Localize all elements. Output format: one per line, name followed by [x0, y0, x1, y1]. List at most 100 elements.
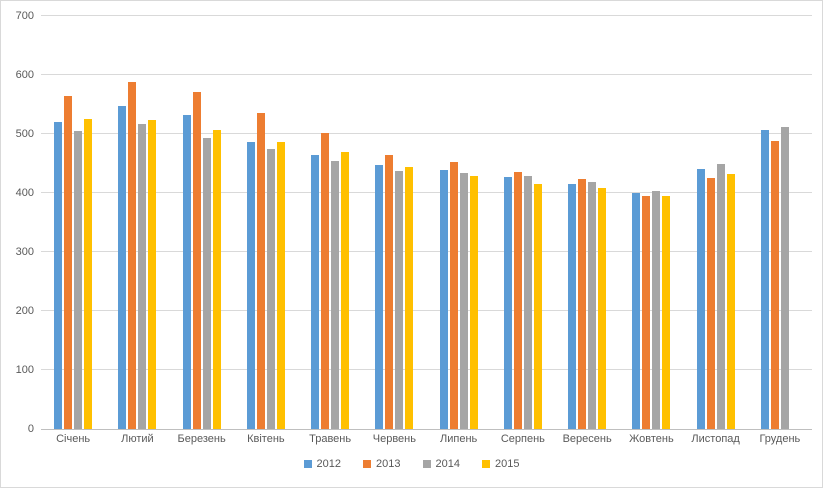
- month-label: Листопад: [691, 433, 740, 445]
- bar-2013-Жовтень: [642, 195, 651, 429]
- y-tick-label: 300: [15, 246, 34, 258]
- legend-item-2012: 2012: [303, 458, 342, 470]
- plot-area: [41, 15, 812, 430]
- bar-2015-Лютий: [148, 119, 157, 429]
- bar-2014-Травень: [331, 160, 340, 429]
- y-tick-label: 0: [27, 423, 34, 435]
- bar-group-2: [105, 16, 169, 429]
- bar-2012-Липень: [439, 170, 448, 429]
- y-tick-label: 400: [15, 187, 34, 199]
- bar-group-3: [170, 16, 234, 429]
- bar-2012-Квітень: [246, 142, 255, 429]
- month-label: Липень: [440, 433, 478, 445]
- bar-2014-Серпень: [523, 176, 532, 429]
- x-axis-line: [41, 429, 812, 430]
- bar-2012-Березень: [182, 115, 191, 429]
- bar-2013-Вересень: [578, 179, 587, 429]
- bar-2014-Грудень: [780, 126, 789, 429]
- bar-2013-Травень: [321, 132, 330, 429]
- bar-group-1: [41, 16, 105, 429]
- bar-2014-Квітень: [266, 149, 275, 429]
- bar-2014-Лютий: [138, 123, 147, 429]
- bar-2013-Червень: [385, 154, 394, 429]
- bar-2014-Січень: [74, 131, 83, 429]
- bar-2015-Липень: [469, 175, 478, 429]
- gridline: [41, 15, 812, 16]
- x-axis: Січень Лютий Березень Квітень Травень Червень…: [41, 433, 812, 445]
- gridline: [41, 192, 812, 193]
- bar-group-11: [684, 16, 748, 429]
- bar-2014-Жовтень: [652, 190, 661, 429]
- bar-group-5: [298, 16, 362, 429]
- legend-label: 2014: [435, 458, 460, 470]
- y-tick-label: 500: [15, 128, 34, 140]
- month-label: Червень: [372, 433, 416, 445]
- legend-item-2013: 2013: [363, 458, 401, 470]
- bar-2015-Червень: [405, 167, 414, 429]
- gridline: [41, 251, 812, 252]
- month-label: Травень: [309, 433, 352, 445]
- month-label: Серпень: [500, 433, 545, 445]
- bar-2013-Липень: [449, 161, 458, 429]
- y-tick-label: 700: [15, 10, 34, 22]
- bar-2015-Листопад: [726, 173, 735, 429]
- legend-label: 2015: [494, 458, 520, 470]
- bar-2013-Листопад: [706, 178, 715, 429]
- y-tick-label: 100: [15, 364, 34, 376]
- month-label: Лютий: [121, 433, 154, 445]
- bar-2015-Вересень: [598, 188, 607, 429]
- month-label: Квітень: [247, 433, 285, 445]
- bar-2013-Березень: [192, 92, 201, 429]
- bar-group-6: [362, 16, 426, 429]
- month-label: Грудень: [759, 433, 801, 445]
- y-tick-label: 600: [15, 69, 34, 81]
- y-axis: 0 100 200 300 400 500 600 700: [1, 1, 34, 487]
- bar-2013-Січень: [64, 96, 73, 429]
- bar-2014-Червень: [395, 170, 404, 429]
- bar-2012-Січень: [54, 121, 63, 429]
- bar-2014-Березень: [202, 138, 211, 429]
- legend-marker-icon: [481, 460, 490, 468]
- bar-group-8: [491, 16, 555, 429]
- month-label: Жовтень: [629, 433, 674, 445]
- bar-groups-container: [41, 16, 812, 429]
- month-label: Березень: [177, 433, 226, 445]
- bar-2015-Жовтень: [662, 195, 671, 429]
- bar-2012-Травень: [311, 154, 320, 429]
- bar-2015-Березень: [212, 129, 221, 429]
- legend-marker-icon: [422, 460, 431, 468]
- bar-2013-Лютий: [128, 81, 137, 429]
- bar-2015-Квітень: [276, 141, 285, 429]
- gridline: [41, 369, 812, 370]
- bar-2014-Вересень: [588, 181, 597, 429]
- bar-2012-Жовтень: [632, 193, 641, 429]
- bar-2012-Лютий: [118, 106, 127, 429]
- bar-group-10: [619, 16, 683, 429]
- month-label: Вересень: [562, 433, 612, 445]
- legend: 2012 2013 2014 2015: [1, 458, 822, 470]
- bar-2013-Квітень: [256, 112, 265, 429]
- bar-2013-Серпень: [513, 172, 522, 429]
- bar-2012-Вересень: [568, 183, 577, 429]
- gridline: [41, 310, 812, 311]
- bar-group-7: [427, 16, 491, 429]
- legend-marker-icon: [363, 460, 372, 468]
- legend-item-2014: 2014: [422, 458, 460, 470]
- y-tick-label: 200: [15, 305, 34, 317]
- bar-2015-Серпень: [533, 184, 542, 429]
- bar-group-4: [234, 16, 298, 429]
- bar-2015-Січень: [84, 119, 93, 429]
- gridline: [41, 133, 812, 134]
- bar-group-12: [748, 16, 812, 429]
- bar-2012-Серпень: [503, 177, 512, 429]
- gridline: [41, 74, 812, 75]
- legend-label: 2013: [376, 458, 401, 470]
- bar-2015-Травень: [341, 152, 350, 429]
- bar-2012-Листопад: [696, 168, 705, 429]
- legend-item-2015: 2015: [481, 458, 520, 470]
- bar-2012-Грудень: [760, 129, 769, 429]
- month-label: Січень: [56, 433, 91, 445]
- legend-label: 2012: [316, 458, 342, 470]
- bar-group-9: [555, 16, 619, 429]
- bar-2014-Листопад: [716, 163, 725, 429]
